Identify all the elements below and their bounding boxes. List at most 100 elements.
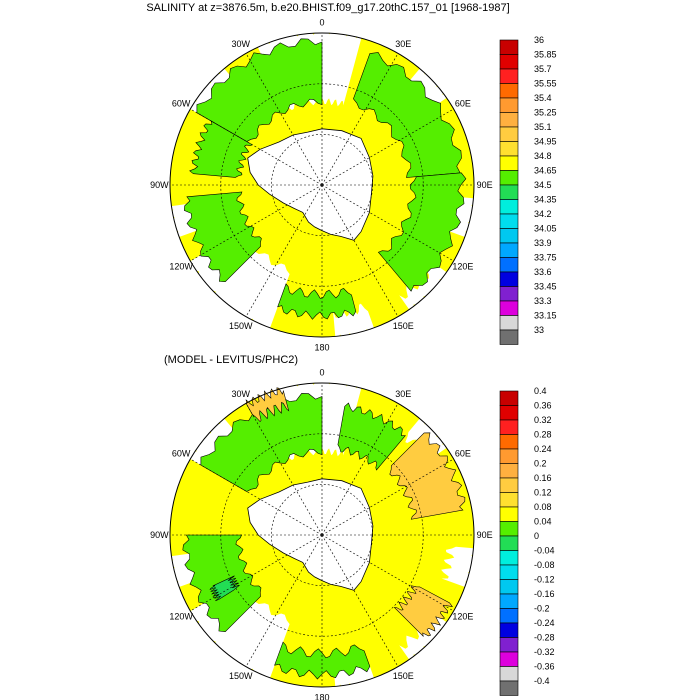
longitude-label: 60E xyxy=(455,99,471,109)
longitude-label: 150E xyxy=(393,321,414,331)
colorbar-swatch xyxy=(499,141,519,157)
colorbar-swatch xyxy=(499,213,519,229)
no-data-region xyxy=(333,303,375,344)
no-data-region xyxy=(441,546,481,590)
no-data-region xyxy=(399,615,451,666)
colorbar-tick-label: -0.32 xyxy=(534,647,555,657)
colorbar-tick-label: 35.55 xyxy=(534,79,557,89)
colorbar-tick-label: 0 xyxy=(534,531,539,541)
colorbar-tick-label: 0.08 xyxy=(534,502,552,512)
no-data-region xyxy=(322,375,364,457)
colorbar-swatch xyxy=(499,271,519,287)
data-region xyxy=(277,283,357,320)
longitude-label: 120W xyxy=(169,261,193,271)
longitude-gridline xyxy=(321,403,399,536)
top-chart-title: SALINITY at z=3876.5m, b.e20.BHIST.f09_g… xyxy=(146,2,510,14)
longitude-label: 180 xyxy=(314,693,329,700)
longitude-gridline xyxy=(245,184,323,317)
colorbar-tick-label: -0.28 xyxy=(534,633,555,643)
data-region xyxy=(389,432,466,520)
longitude-label: 120E xyxy=(452,611,473,621)
colorbar-swatch xyxy=(499,477,519,493)
colorbar-tick-label: 0.36 xyxy=(534,401,552,411)
colorbar-tick-label: -0.4 xyxy=(534,676,550,686)
colorbar-tick-label: 0.04 xyxy=(534,517,552,527)
colorbar-swatch xyxy=(499,651,519,667)
longitude-label: 30W xyxy=(231,389,250,399)
longitude-gridline xyxy=(190,184,323,262)
colorbar-swatch xyxy=(499,419,519,435)
longitude-label: 120E xyxy=(452,261,473,271)
colorbar-swatch xyxy=(499,155,519,171)
data-region xyxy=(393,585,453,638)
colorbar-swatch xyxy=(499,39,519,55)
colorbar-tick-label: -0.2 xyxy=(534,604,550,614)
colorbar-tick-label: -0.08 xyxy=(534,560,555,570)
longitude-gridline xyxy=(245,53,323,186)
longitude-label: 90W xyxy=(150,530,169,540)
longitude-gridline xyxy=(245,403,323,536)
colorbar-tick-label: 34.05 xyxy=(534,224,557,234)
longitude-label: 90E xyxy=(477,180,493,190)
data-region xyxy=(377,172,467,292)
colorbar-swatch xyxy=(499,608,519,624)
latitude-gridline xyxy=(271,134,373,236)
colorbar-swatch xyxy=(499,666,519,682)
longitude-label: 90W xyxy=(150,180,169,190)
colorbar-swatch xyxy=(499,54,519,70)
longitude-label: 180 xyxy=(314,343,329,353)
colorbar-tick-label: -0.12 xyxy=(534,575,555,585)
longitude-gridline xyxy=(321,184,399,317)
longitude-gridline xyxy=(245,534,323,667)
map-border xyxy=(169,382,475,688)
longitude-gridline xyxy=(321,108,454,186)
no-data-region xyxy=(399,265,451,316)
longitude-gridline xyxy=(321,53,399,186)
longitude-gridline xyxy=(321,534,454,612)
longitude-label: 30E xyxy=(395,389,411,399)
longitude-label: 30E xyxy=(395,39,411,49)
colorbar-tick-label: 36 xyxy=(534,35,544,45)
colorbar-swatch xyxy=(499,97,519,113)
colorbar-tick-label: 0.24 xyxy=(534,444,552,454)
colorbar-swatch xyxy=(499,329,519,345)
longitude-label: 150W xyxy=(229,671,253,681)
colorbar-swatch xyxy=(499,448,519,464)
colorbar-swatch xyxy=(499,390,519,406)
colorbar-swatch xyxy=(499,286,519,302)
colorbar-tick-label: 33.15 xyxy=(534,311,557,321)
colorbar-swatch xyxy=(499,184,519,200)
colorbar-tick-label: 0.12 xyxy=(534,488,552,498)
colorbar-tick-label: 34.2 xyxy=(534,209,552,219)
difference-map-panel: 0 30E 60E 90E 120E 150E 180 150W 120W 90W 60W 30W 0.… xyxy=(150,367,554,700)
antarctica-outline xyxy=(247,478,374,591)
salinity-map-panel: 0 30E 60E 90E 120E 150E 180 150W 120W 90W 60W 30W 36… xyxy=(150,17,556,352)
colorbar-swatch xyxy=(499,680,519,696)
longitude-label: 60W xyxy=(172,449,191,459)
colorbar-swatch xyxy=(499,112,519,128)
longitude-label: 150W xyxy=(229,321,253,331)
longitude-gridline xyxy=(321,458,454,536)
colorbar-swatch xyxy=(499,564,519,580)
colorbar-swatch xyxy=(499,492,519,508)
colorbar-tick-label: 35.7 xyxy=(534,64,552,74)
colorbar-tick-label: 33.45 xyxy=(534,282,557,292)
colorbar-tick-label: 34.65 xyxy=(534,166,557,176)
colorbar-swatch xyxy=(499,170,519,186)
colorbar-swatch xyxy=(499,83,519,99)
colorbar-swatch xyxy=(499,535,519,551)
colorbar-tick-label: 33.9 xyxy=(534,238,552,248)
colorbar-tick-label: 34.5 xyxy=(534,180,552,190)
colorbar-tick-label: 34.95 xyxy=(534,137,557,147)
colorbar-swatch xyxy=(499,126,519,142)
colorbar-tick-label: 33.6 xyxy=(534,267,552,277)
colorbar-swatch xyxy=(499,199,519,215)
longitude-label: 120W xyxy=(169,611,193,621)
colorbar-swatch xyxy=(499,637,519,653)
colorbar-swatch xyxy=(499,579,519,595)
colorbar-tick-label: 33 xyxy=(534,325,544,335)
colorbar-tick-label: 34.35 xyxy=(534,195,557,205)
colorbar-swatch xyxy=(499,242,519,258)
colorbar-swatch xyxy=(499,550,519,566)
